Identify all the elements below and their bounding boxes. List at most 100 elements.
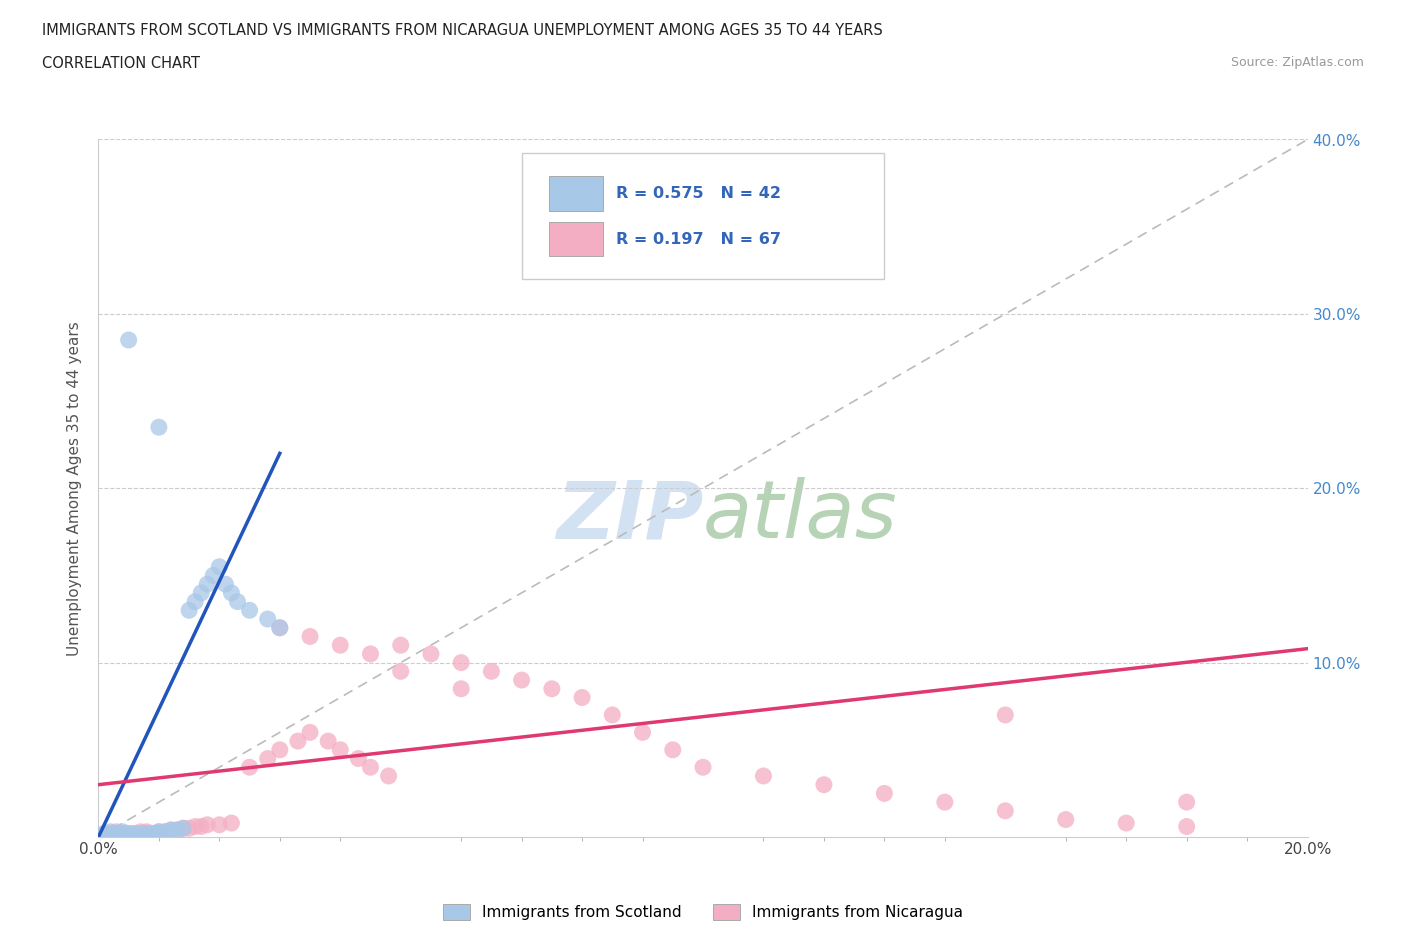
Point <box>316 734 339 749</box>
Point <box>160 823 183 838</box>
Point <box>118 333 141 348</box>
Point <box>208 559 231 574</box>
Point <box>299 629 322 644</box>
Point <box>256 612 278 627</box>
Text: atlas: atlas <box>703 477 898 555</box>
Point <box>148 824 170 839</box>
Point <box>87 830 110 844</box>
Point <box>118 828 141 843</box>
Point <box>172 821 194 836</box>
Point <box>111 824 134 839</box>
FancyBboxPatch shape <box>522 153 884 279</box>
Point <box>692 760 714 775</box>
Point <box>202 568 225 583</box>
Point <box>1175 819 1198 834</box>
Point <box>450 682 472 697</box>
Point <box>631 725 654 740</box>
Point <box>166 823 188 838</box>
Point <box>111 828 134 843</box>
Point <box>124 828 146 843</box>
Point <box>510 672 533 687</box>
Point <box>329 638 352 653</box>
Text: ZIP: ZIP <box>555 477 703 555</box>
Point <box>105 826 128 841</box>
Point <box>100 826 122 841</box>
Point <box>105 824 128 839</box>
Point <box>153 824 176 839</box>
Point <box>135 826 157 841</box>
Point <box>1054 812 1077 827</box>
Point <box>105 830 128 844</box>
Y-axis label: Unemployment Among Ages 35 to 44 years: Unemployment Among Ages 35 to 44 years <box>67 321 83 656</box>
Point <box>481 664 503 679</box>
Text: R = 0.197   N = 67: R = 0.197 N = 67 <box>616 232 780 246</box>
Point <box>184 819 207 834</box>
Point <box>540 682 562 697</box>
Point <box>420 646 443 661</box>
Point <box>142 826 165 841</box>
Point <box>129 824 152 839</box>
Point <box>111 828 134 843</box>
Point <box>160 823 183 838</box>
Point <box>111 826 134 841</box>
Point <box>100 830 122 844</box>
Point <box>190 586 212 601</box>
Point <box>100 824 122 839</box>
Point <box>148 826 170 841</box>
Point <box>148 826 170 841</box>
Point <box>190 819 212 834</box>
Point <box>269 620 291 635</box>
Point <box>105 828 128 843</box>
Point <box>256 751 278 766</box>
Point <box>118 826 141 841</box>
Point <box>347 751 370 766</box>
Point <box>93 826 115 841</box>
Point <box>100 828 122 843</box>
Point <box>1115 816 1137 830</box>
Point <box>873 786 896 801</box>
Point <box>166 823 188 838</box>
Point <box>93 828 115 843</box>
Point <box>208 817 231 832</box>
Point <box>148 824 170 839</box>
Point <box>135 826 157 841</box>
Point <box>111 826 134 841</box>
Point <box>118 828 141 843</box>
Point <box>214 577 236 591</box>
Text: IMMIGRANTS FROM SCOTLAND VS IMMIGRANTS FROM NICARAGUA UNEMPLOYMENT AMONG AGES 35: IMMIGRANTS FROM SCOTLAND VS IMMIGRANTS F… <box>42 23 883 38</box>
Point <box>360 760 382 775</box>
Point <box>184 594 207 609</box>
Point <box>129 828 152 843</box>
Point <box>813 777 835 792</box>
Point <box>124 828 146 843</box>
Point <box>1175 794 1198 809</box>
Point <box>179 821 201 836</box>
Point <box>994 708 1017 723</box>
Point <box>135 824 157 839</box>
Point <box>100 828 122 843</box>
Point <box>239 603 262 618</box>
Point <box>287 734 309 749</box>
Point <box>602 708 624 723</box>
Text: R = 0.575   N = 42: R = 0.575 N = 42 <box>616 186 780 202</box>
Point <box>994 804 1017 818</box>
Point <box>221 816 243 830</box>
Point <box>195 817 218 832</box>
Point <box>389 638 412 653</box>
Point <box>93 828 115 843</box>
Point <box>299 725 322 740</box>
Point <box>135 828 157 843</box>
Point <box>752 768 775 783</box>
Point <box>377 768 399 783</box>
Point <box>450 656 472 671</box>
Point <box>329 742 352 757</box>
Point <box>226 594 249 609</box>
Text: CORRELATION CHART: CORRELATION CHART <box>42 56 200 71</box>
Point <box>148 419 170 434</box>
Point <box>195 577 218 591</box>
Point <box>239 760 262 775</box>
Text: Source: ZipAtlas.com: Source: ZipAtlas.com <box>1230 56 1364 69</box>
Point <box>269 620 291 635</box>
Point <box>129 828 152 843</box>
Point <box>118 826 141 841</box>
